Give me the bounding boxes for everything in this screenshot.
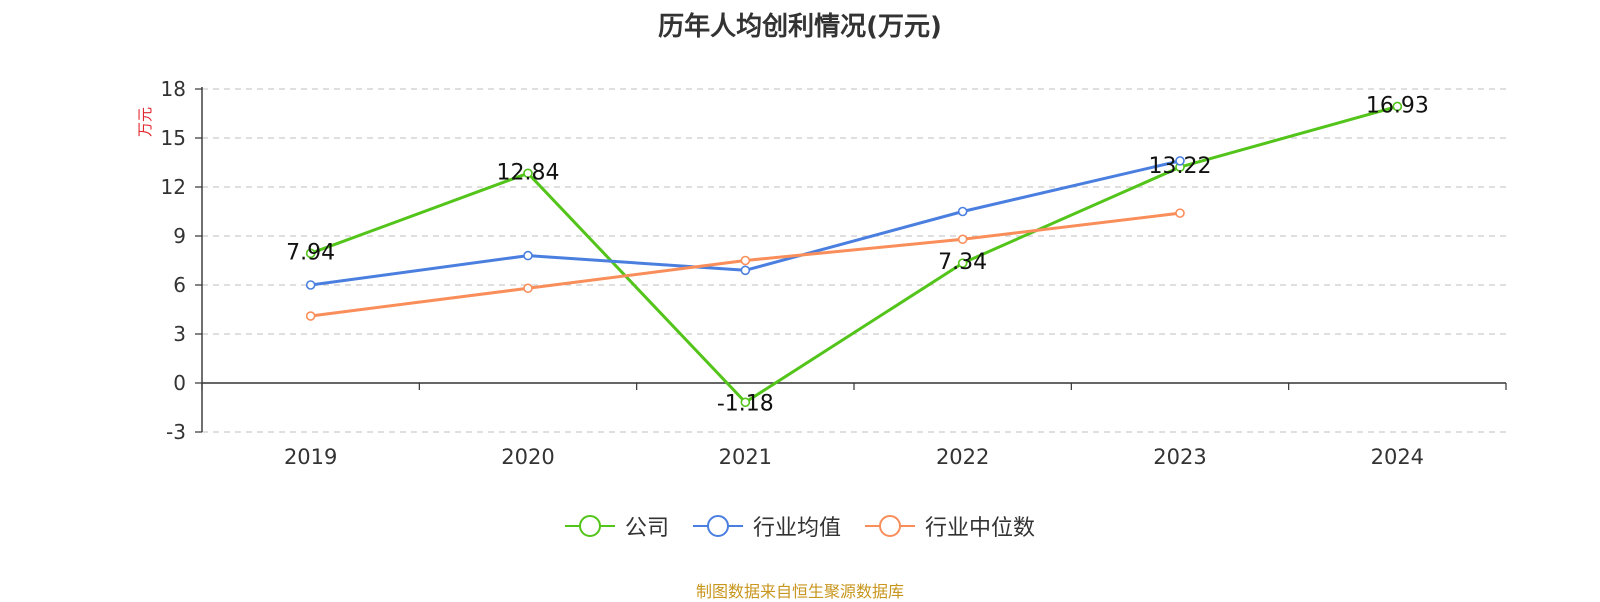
x-tick-label: 2019 (284, 445, 337, 469)
x-tick-label: 2022 (936, 445, 989, 469)
data-point (305, 280, 316, 290)
data-point (523, 168, 533, 179)
data-point (305, 248, 316, 259)
data-point (305, 311, 316, 321)
source-note: 制图数据来自恒生聚源数据库 (695, 582, 904, 601)
legend-item[interactable]: 行业中位数 (865, 510, 1035, 542)
series-line (310, 105, 1398, 404)
data-point (740, 397, 751, 408)
data-point (740, 265, 751, 276)
y-tick-label: 9 (173, 224, 186, 248)
data-label: 7.94 (286, 240, 335, 265)
x-tick-label: 2024 (1371, 445, 1424, 469)
x-tick-label: 2023 (1153, 445, 1206, 469)
data-label: 7.34 (938, 250, 987, 275)
data-point (1175, 208, 1185, 218)
data-label: -1.18 (717, 391, 774, 416)
data-labels: 7.94 12.84 -1.18 7.34 13.22 16.93 (286, 93, 1429, 416)
data-label: 13.22 (1149, 154, 1212, 179)
legend-marker (879, 515, 901, 537)
legend-swatch-icon (564, 515, 615, 537)
data-point (1175, 156, 1185, 166)
legend-item[interactable]: 公司 (564, 510, 669, 542)
legend: 公司 行业均值 行业中位数 (0, 510, 1600, 542)
legend-swatch-icon (692, 515, 743, 537)
data-point (957, 234, 968, 245)
legend-label: 行业中位数 (925, 516, 1036, 541)
chart-title: 历年人均创利情况(万元) (658, 12, 942, 42)
legend-swatch-icon (865, 515, 915, 537)
y-tick-label: 12 (161, 175, 186, 199)
data-point (957, 258, 968, 268)
line-chart: -3 0 3 6 9 12 15 18 2019 2020 2021 2022 2023 2024 7.9… (136, 77, 1507, 469)
y-tick-label: 6 (173, 273, 186, 297)
y-tick-label: 15 (161, 126, 186, 150)
data-point (957, 206, 968, 217)
y-tick-label: -3 (166, 420, 186, 444)
legend-marker (578, 515, 601, 537)
data-point (523, 283, 533, 294)
legend-label: 公司 (624, 516, 669, 541)
x-tick-label: 2020 (501, 445, 554, 469)
y-axis-title: 万元 (136, 107, 154, 137)
data-point (1392, 101, 1403, 112)
data-label: 12.84 (497, 160, 560, 185)
series-lines (305, 101, 1403, 408)
y-tick-label: 3 (173, 322, 186, 346)
grid-lines (202, 88, 1506, 433)
x-tick-label: 2021 (719, 445, 772, 469)
data-point (740, 255, 751, 266)
data-label: 16.93 (1366, 93, 1429, 118)
legend-item[interactable]: 行业均值 (692, 510, 841, 542)
axes: -3 0 3 6 9 12 15 18 2019 2020 2021 2022 2023 2024 (161, 77, 1507, 469)
y-tick-label: 18 (161, 77, 186, 101)
y-tick-label: 0 (173, 371, 186, 395)
legend-marker (706, 515, 729, 537)
data-point (523, 250, 533, 261)
legend-label: 行业均值 (752, 516, 841, 541)
